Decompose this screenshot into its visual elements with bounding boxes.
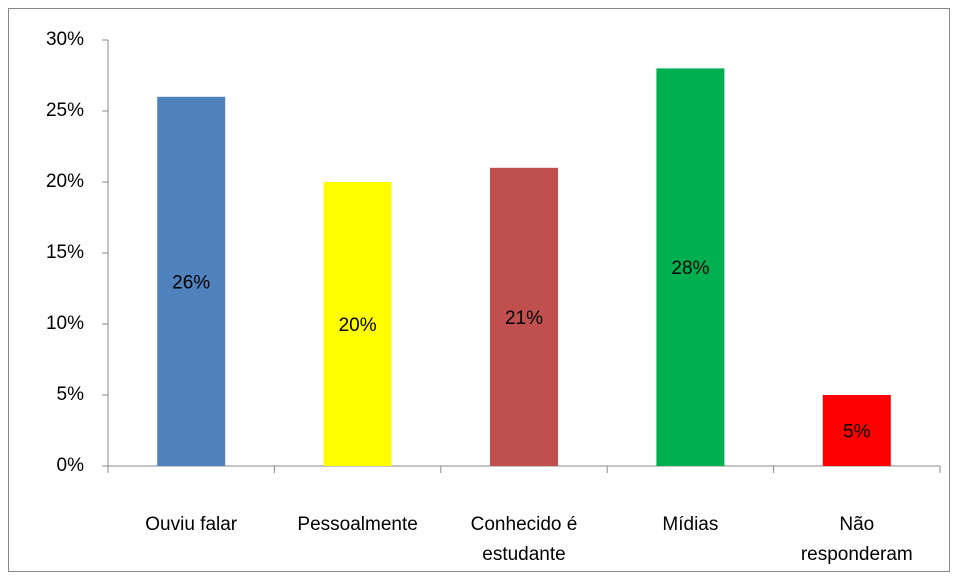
x-tick-label: Não responderam — [800, 514, 913, 565]
bar — [822, 395, 891, 466]
bar — [157, 96, 226, 467]
value-label: 26% — [172, 272, 210, 293]
value-label: 5% — [843, 422, 871, 443]
x-tick-label: Pessoalmente — [297, 514, 418, 535]
bar — [656, 68, 725, 467]
y-tick-label: 30% — [46, 29, 84, 50]
y-tick-label: 10% — [46, 313, 84, 334]
bar — [490, 167, 558, 467]
bar — [323, 182, 392, 466]
y-tick-label: 25% — [46, 100, 84, 121]
value-label: 21% — [505, 308, 543, 329]
value-label: 28% — [671, 258, 709, 279]
y-tick-label: 15% — [46, 242, 84, 263]
chart-border — [8, 8, 950, 572]
y-tick-label: 0% — [57, 455, 85, 476]
y-tick-label: 20% — [46, 171, 84, 192]
value-label: 20% — [339, 315, 377, 336]
y-tick-label: 5% — [57, 384, 85, 405]
x-tick-label: Conhecido é estudante — [470, 514, 578, 565]
x-tick-label: Ouviu falar — [145, 514, 238, 535]
x-tick-label: Mídias — [662, 514, 719, 535]
